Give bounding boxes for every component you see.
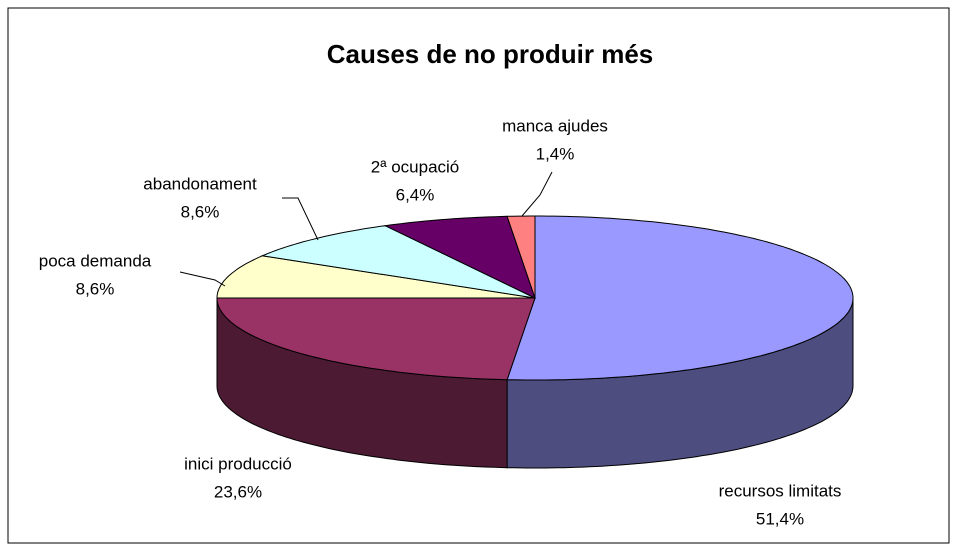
- leader-line: [282, 197, 319, 241]
- slice: [506, 215, 536, 299]
- slice-value-label: 1,4%: [536, 144, 575, 163]
- slice-label: poca demanda: [39, 251, 152, 270]
- slice: [216, 255, 536, 299]
- slice: [260, 225, 536, 299]
- slice-label: abandonament: [143, 174, 257, 193]
- leader-line: [179, 271, 226, 287]
- labels: recursos limitats 51,4% inici producció 23,…: [39, 116, 842, 528]
- slice-label: manca ajudes: [502, 116, 608, 135]
- slice-value-label: 23,6%: [214, 482, 262, 501]
- slice-value-label: 8,6%: [181, 202, 220, 221]
- slice-label: 2ª ocupació: [371, 157, 460, 176]
- slice-value-label: 6,4%: [396, 185, 435, 204]
- slice-label: recursos limitats: [719, 481, 842, 500]
- pie: [216, 215, 854, 469]
- leader-line: [521, 171, 553, 217]
- slice-value-label: 8,6%: [76, 279, 115, 298]
- slice: [216, 297, 536, 381]
- slice: [506, 215, 854, 381]
- slice-value-label: 51,4%: [756, 509, 804, 528]
- slice: [383, 215, 536, 299]
- slice-label: inici producció: [184, 454, 292, 473]
- chart-title: Causes de no produir més: [327, 39, 654, 69]
